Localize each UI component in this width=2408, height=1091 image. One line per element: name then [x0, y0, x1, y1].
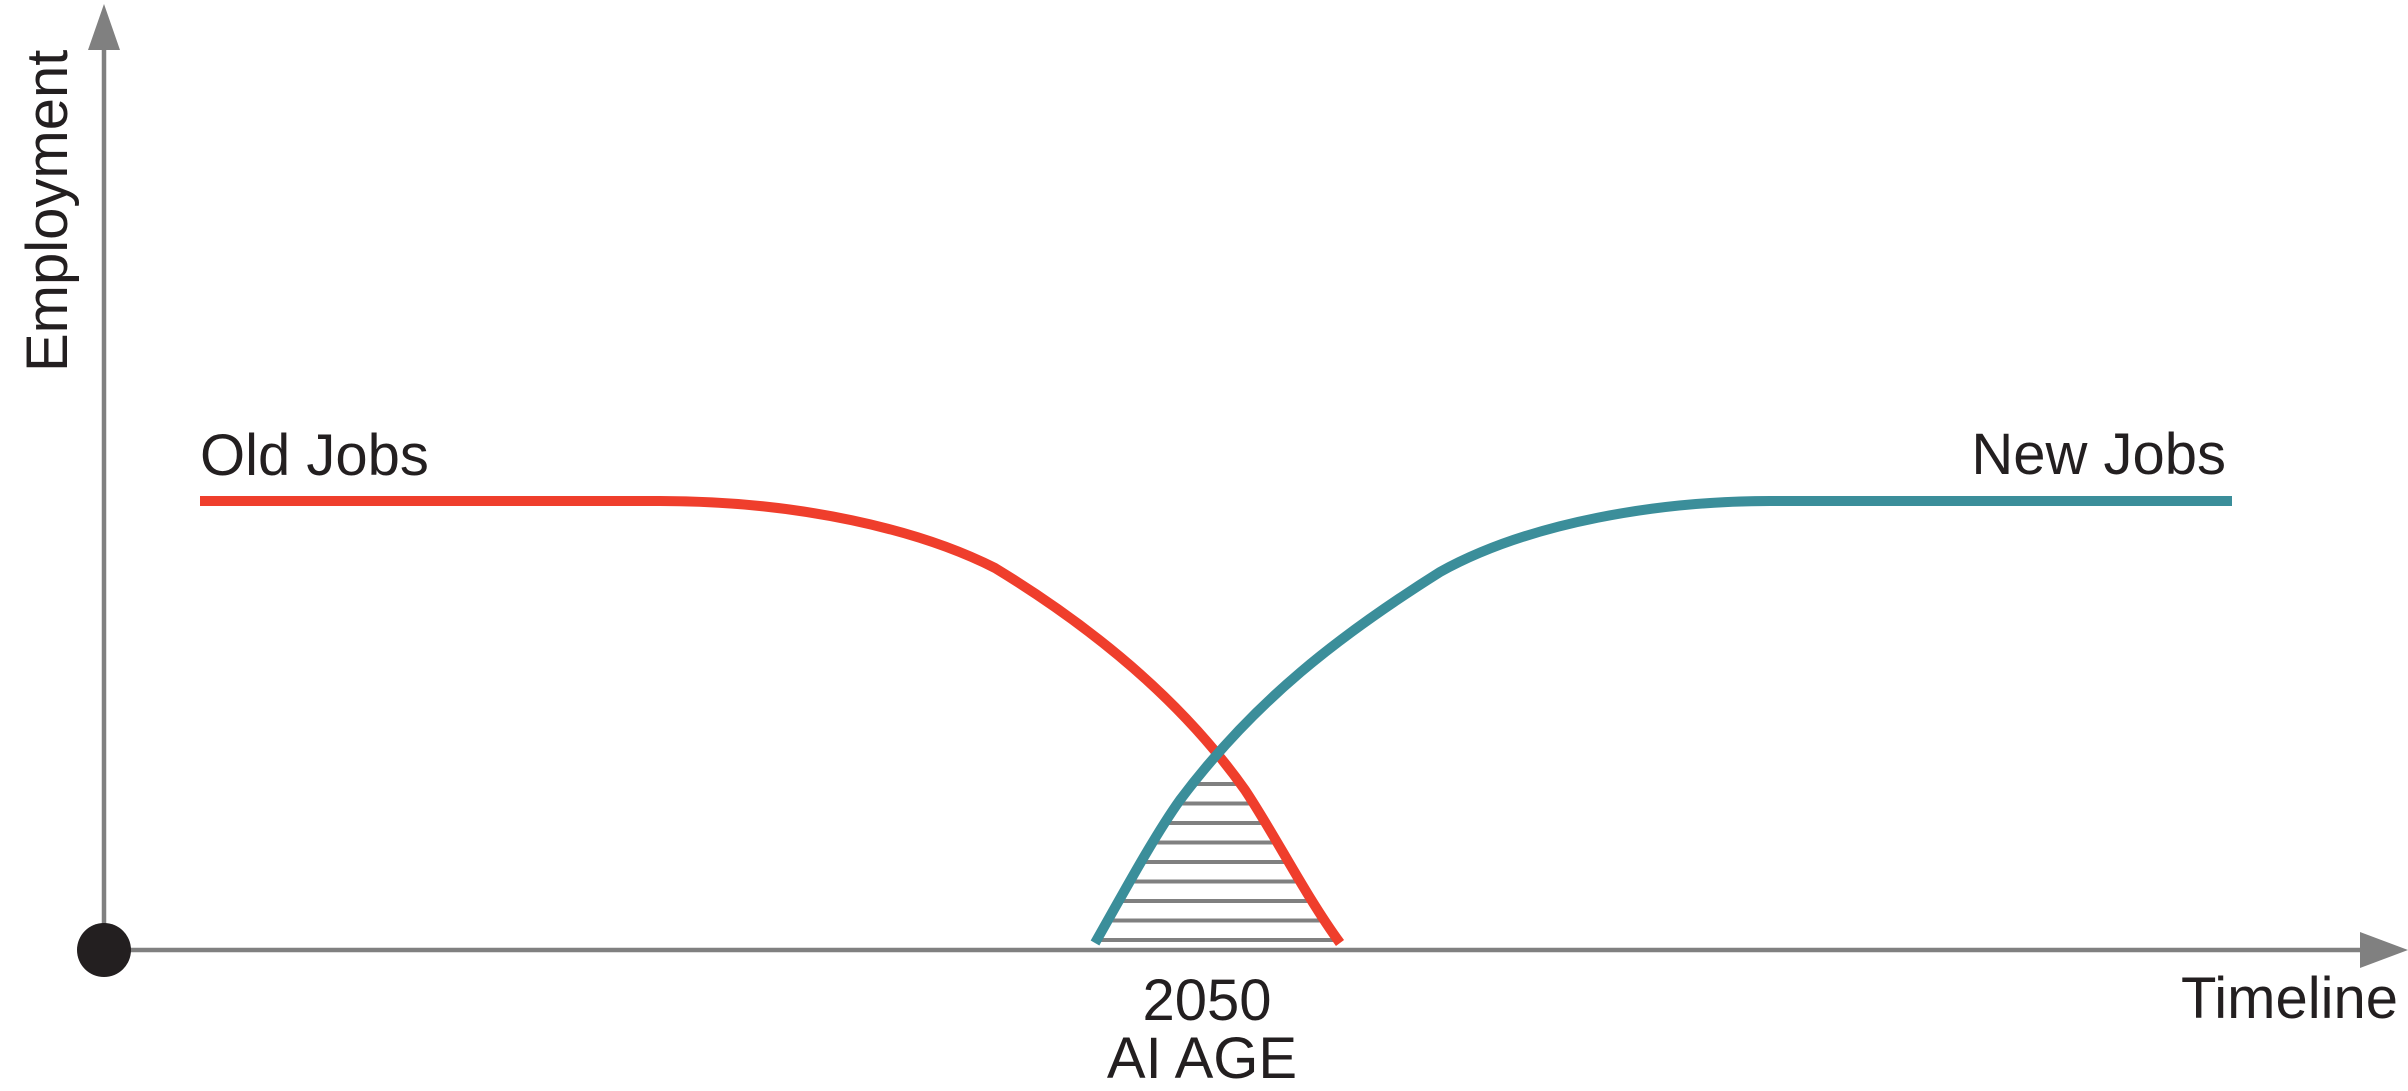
era-label: AI AGE	[1107, 1026, 1297, 1091]
old-jobs-label: Old Jobs	[200, 423, 429, 488]
old-jobs-curve	[200, 496, 1345, 946]
y-axis-label: Employment	[15, 50, 80, 372]
x-axis-arrowhead	[2360, 932, 2408, 968]
new-jobs-label: New Jobs	[1971, 422, 2226, 487]
overlap-hatch	[1099, 782, 1335, 942]
new-jobs-curve	[1090, 496, 2232, 946]
y-axis-arrowhead	[88, 4, 120, 50]
x-axis-label: Timeline	[2181, 966, 2398, 1031]
origin-dot	[77, 923, 131, 977]
year-label: 2050	[1142, 968, 1271, 1033]
